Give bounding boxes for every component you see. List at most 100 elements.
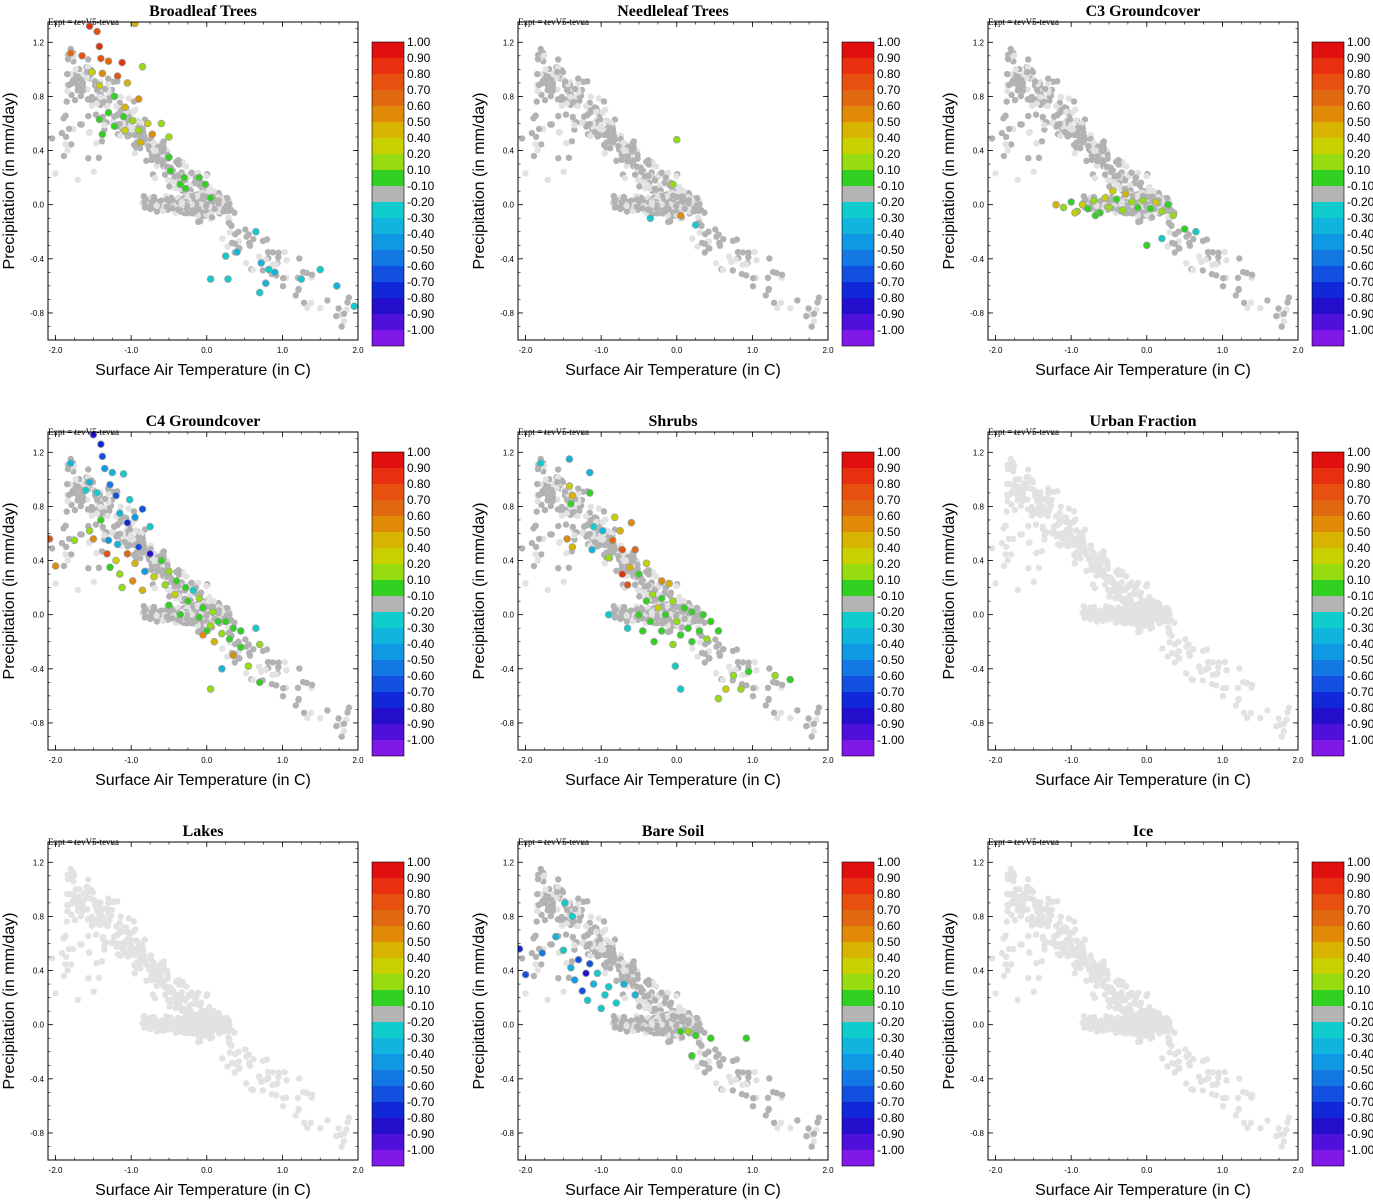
data-point — [128, 577, 137, 585]
background-point — [568, 138, 576, 145]
background-point — [1004, 147, 1011, 154]
data-point — [608, 536, 617, 545]
data-point — [141, 567, 149, 576]
background-point — [753, 667, 760, 674]
background-point — [93, 140, 100, 147]
background-point — [1190, 236, 1197, 243]
background-point — [653, 202, 660, 209]
data-point — [604, 610, 613, 619]
background-point — [1115, 157, 1122, 164]
y-axis-label: Precipitation (in mm/day) — [941, 93, 958, 270]
background-point — [283, 257, 290, 264]
background-point — [615, 552, 622, 560]
colorbar-swatch — [1312, 266, 1344, 282]
colorbar-swatch — [1312, 42, 1344, 58]
background-point — [553, 484, 560, 492]
background-point — [591, 538, 599, 546]
background-point — [281, 248, 288, 256]
background-point — [1150, 598, 1157, 605]
background-point — [1092, 147, 1099, 154]
background-point — [1012, 66, 1019, 73]
background-point — [739, 249, 746, 256]
colorbar-label: -0.70 — [407, 275, 435, 289]
background-point — [1149, 193, 1156, 200]
background-point — [1132, 584, 1140, 591]
background-point — [1132, 174, 1140, 181]
background-point — [1045, 485, 1052, 492]
background-point — [224, 604, 231, 612]
data-point — [255, 640, 264, 649]
background-point — [1164, 194, 1171, 202]
background-point — [64, 557, 71, 564]
background-point — [1103, 573, 1111, 580]
background-point — [1164, 604, 1171, 612]
data-point — [150, 572, 158, 581]
background-point — [1072, 117, 1080, 124]
background-point — [701, 659, 708, 666]
data-point — [201, 180, 210, 189]
background-point — [571, 85, 579, 93]
background-point — [743, 682, 750, 689]
background-point — [231, 659, 238, 666]
data-point — [1143, 241, 1151, 250]
data-point — [233, 248, 241, 256]
background-point — [1002, 133, 1010, 141]
background-point — [750, 685, 757, 692]
background-point — [563, 100, 571, 107]
data-point — [688, 608, 696, 616]
background-point — [648, 198, 656, 206]
background-point — [1098, 558, 1106, 565]
background-point — [1057, 109, 1064, 116]
background-point — [583, 103, 590, 110]
x-tick-label: 0.0 — [201, 756, 213, 765]
colorbar-label: -0.40 — [1347, 227, 1373, 241]
background-point — [522, 580, 529, 587]
colorbar-swatch — [372, 500, 404, 516]
background-point — [648, 608, 656, 616]
data-point — [66, 49, 75, 57]
colorbar-label: -0.30 — [407, 211, 435, 225]
background-point — [658, 201, 665, 208]
background-point — [597, 121, 605, 129]
data-point — [131, 559, 139, 568]
background-point — [1079, 139, 1087, 146]
background-point — [1121, 177, 1129, 184]
background-point — [1029, 69, 1037, 76]
background-point — [575, 490, 582, 497]
background-point — [534, 557, 541, 564]
background-point — [275, 249, 282, 256]
data-point — [1101, 194, 1109, 202]
background-point — [753, 257, 760, 264]
background-point — [712, 636, 719, 643]
y-tick-label: 0.8 — [33, 92, 45, 101]
data-point — [1071, 209, 1079, 217]
x-tick-label: -1.0 — [124, 346, 138, 355]
background-point — [533, 508, 540, 515]
background-point — [749, 693, 757, 700]
background-point — [1000, 152, 1008, 160]
colorbar-label: -0.10 — [407, 179, 435, 193]
background-point — [522, 170, 529, 177]
scatter-points — [518, 455, 823, 740]
background-point — [1085, 552, 1092, 560]
background-point — [95, 154, 103, 161]
background-point — [62, 551, 69, 558]
background-point — [661, 179, 668, 186]
background-point — [104, 102, 111, 110]
background-point — [611, 607, 618, 614]
colorbar: 1.00 0.90 0.80 0.70 0.60 0.50 0.40 0.20 0.10 -0.1… — [371, 445, 435, 757]
background-point — [716, 242, 724, 249]
background-point — [131, 150, 138, 157]
panel-title: C4 Groundcover — [146, 413, 261, 430]
background-point — [63, 480, 71, 488]
background-point — [1031, 78, 1039, 85]
panel-title: Needleleaf Trees — [617, 3, 729, 20]
background-point — [48, 135, 56, 142]
background-point — [48, 545, 56, 552]
background-point — [84, 506, 92, 513]
colorbar-swatch — [1312, 154, 1344, 170]
y-tick-label: -0.8 — [30, 719, 44, 728]
plot-frame — [47, 21, 359, 341]
colorbar-label: -0.30 — [877, 621, 905, 635]
x-tick-label: -1.0 — [124, 756, 138, 765]
